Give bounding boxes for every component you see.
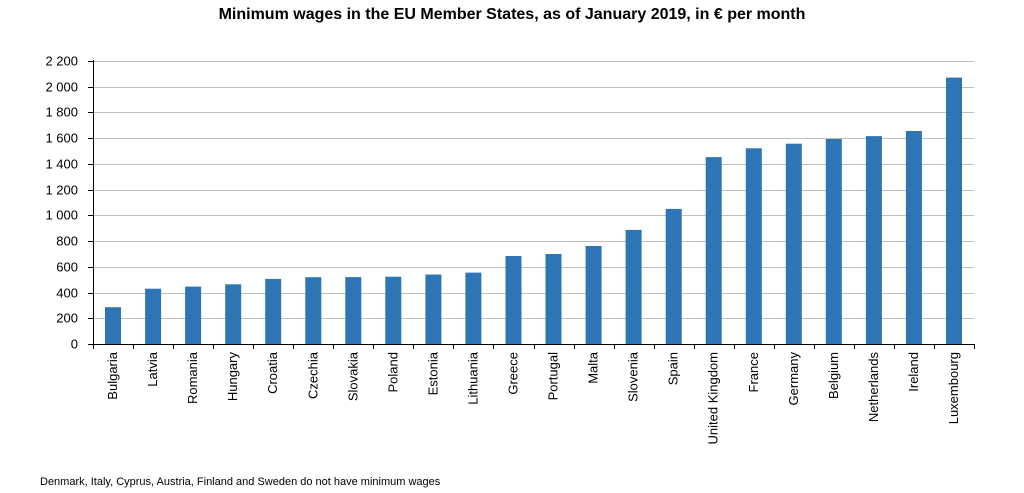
y-tick-label: 0: [71, 337, 78, 352]
bar: [305, 277, 322, 344]
chart-title: Minimum wages in the EU Member States, a…: [218, 6, 806, 23]
x-tick-label: Belgium: [826, 352, 841, 399]
bar: [665, 208, 682, 344]
bar: [625, 229, 642, 344]
x-tick-label: France: [746, 352, 761, 392]
bar: [545, 254, 562, 344]
bar: [905, 131, 922, 344]
y-tick-label: 400: [56, 286, 78, 301]
bar: [465, 272, 482, 344]
bar: [425, 274, 442, 344]
x-tick-label: Romania: [185, 351, 200, 404]
axes: [88, 60, 975, 349]
x-tick-label: Malta: [586, 351, 601, 384]
x-tick-label: Spain: [666, 352, 681, 385]
y-tick-label: 1 200: [45, 183, 78, 198]
x-tick-label: Slovakia: [345, 351, 360, 401]
bar: [745, 148, 762, 344]
x-tick-label: Greece: [506, 352, 521, 395]
y-tick-label: 200: [56, 311, 78, 326]
x-tick-label: United Kingdom: [706, 352, 721, 445]
y-axis-tick-labels: 0 200 400 600 800 1 000 1 200 1 400 1 600 1 800 2 …: [45, 54, 78, 352]
x-tick-label: Lithuania: [465, 351, 480, 405]
y-tick-label: 1 800: [45, 105, 78, 120]
bar: [345, 277, 362, 344]
x-tick-label: Bulgaria: [105, 351, 120, 399]
y-tick-label: 1 400: [45, 157, 78, 172]
bar: [946, 77, 962, 344]
x-tick-label: Portugal: [546, 352, 561, 401]
bars: [105, 77, 962, 344]
bar: [585, 246, 602, 344]
y-tick-label: 600: [56, 260, 78, 275]
y-tick-label: 1 600: [45, 131, 78, 146]
x-tick-label: Ireland: [906, 352, 921, 392]
y-tick-label: 2 200: [45, 54, 78, 69]
bar: [505, 256, 522, 344]
gridlines: [93, 61, 974, 319]
x-tick-label: Czechia: [305, 351, 320, 399]
x-tick-label: Croatia: [265, 351, 280, 394]
x-tick-label: Germany: [786, 352, 801, 406]
bar: [225, 284, 242, 344]
bar: [385, 276, 402, 344]
x-tick-label: Hungary: [225, 352, 240, 402]
bar: [145, 288, 162, 344]
bar: [265, 278, 282, 344]
x-tick-label: Estonia: [425, 351, 440, 395]
x-tick-label: Luxembourg: [946, 352, 961, 424]
x-tick-label: Netherlands: [866, 352, 881, 423]
bar: [865, 136, 882, 344]
x-tick-label: Poland: [385, 352, 400, 392]
bar: [105, 307, 121, 344]
x-tick-label: Latvia: [145, 351, 160, 386]
x-axis-category-labels: Bulgaria Latvia Romania Hungary Croatia Czech…: [105, 351, 961, 444]
bar: [785, 143, 802, 344]
bar: [185, 286, 202, 344]
y-tick-label: 2 000: [45, 80, 78, 95]
bar: [705, 157, 722, 344]
footnote: Denmark, Italy, Cyprus, Austria, Finland…: [40, 476, 441, 488]
bar: [825, 139, 842, 344]
x-tick-label: Slovenia: [626, 351, 641, 402]
y-tick-label: 1 000: [45, 208, 78, 223]
y-tick-label: 800: [56, 234, 78, 249]
